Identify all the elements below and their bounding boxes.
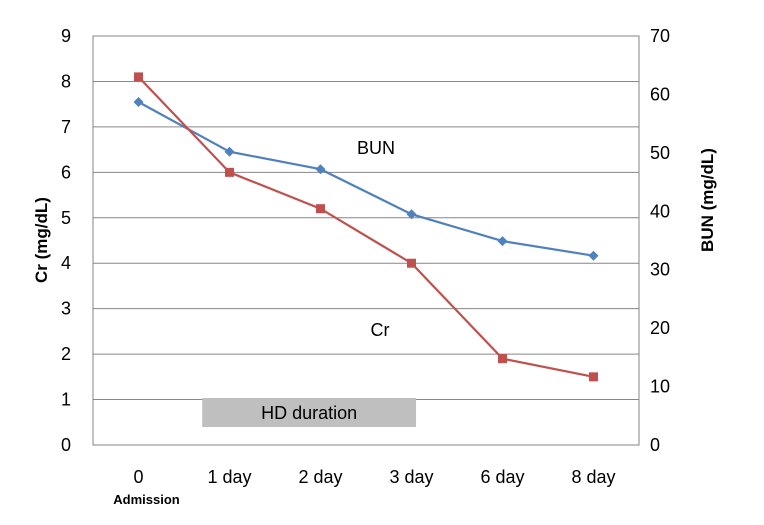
y-right-tick-label: 20	[650, 318, 670, 338]
series-label-bun: BUN	[357, 138, 395, 158]
y-left-tick-label: 9	[61, 26, 71, 46]
y-right-tick-label: 30	[650, 260, 670, 280]
data-point-cr	[225, 167, 234, 177]
y-right-tick-label: 50	[650, 143, 670, 163]
hd-duration-bar	[202, 398, 417, 427]
series-line-cr	[137, 76, 594, 378]
y-left-tick-label: 2	[61, 344, 71, 364]
data-point-bun	[224, 146, 235, 157]
y-left-tick-label: 4	[61, 253, 71, 273]
ticks-layer: 0 1 2 3 4 5 6 7 8 9 0 10 20 30 40 50 60 70 0 Admission 1 day…	[61, 26, 670, 507]
data-point-cr	[134, 72, 143, 82]
plot-border	[92, 35, 640, 446]
y-right-tick-label: 60	[650, 84, 670, 104]
annotation-layer: HD duration	[202, 398, 417, 427]
y-right-tick-label: 70	[650, 26, 670, 46]
y-right-tick-label: 40	[650, 201, 670, 221]
x-tick-label: 3 day	[389, 467, 433, 487]
y-axis-right-title: BUN (mg/dL)	[698, 148, 717, 252]
y-left-tick-label: 1	[61, 390, 71, 410]
y-left-tick-label: 6	[61, 162, 71, 182]
data-point-cr	[498, 354, 507, 364]
data-point-cr	[407, 258, 416, 268]
y-axis-left-title: Cr (mg/dL)	[32, 197, 51, 283]
y-right-tick-label: 0	[650, 435, 660, 455]
series-layer: BUN Cr	[133, 72, 599, 382]
y-left-tick-label: 5	[61, 208, 71, 228]
data-point-bun	[315, 164, 326, 175]
x-tick-label: 2 day	[298, 467, 342, 487]
series-line-bun	[137, 101, 594, 257]
data-point-bun	[588, 250, 599, 261]
data-point-bun	[406, 209, 417, 220]
x-tick-sublabel: Admission	[113, 492, 180, 507]
data-point-cr	[316, 204, 325, 214]
x-tick-label: 8 day	[571, 467, 615, 487]
hd-duration-label: HD duration	[261, 403, 357, 423]
grid-layer	[92, 35, 640, 446]
y-left-tick-label: 3	[61, 299, 71, 319]
y-left-tick-label: 0	[61, 435, 71, 455]
x-tick-label: 1 day	[207, 467, 251, 487]
data-point-bun	[133, 97, 144, 108]
series-label-cr: Cr	[371, 320, 390, 340]
y-right-tick-label: 10	[650, 377, 670, 397]
y-left-tick-label: 8	[61, 71, 71, 91]
x-tick-label: 6 day	[480, 467, 524, 487]
data-point-bun	[497, 236, 508, 247]
x-tick-label: 0	[133, 467, 143, 487]
y-left-tick-label: 7	[61, 117, 71, 137]
data-point-cr	[589, 372, 598, 382]
